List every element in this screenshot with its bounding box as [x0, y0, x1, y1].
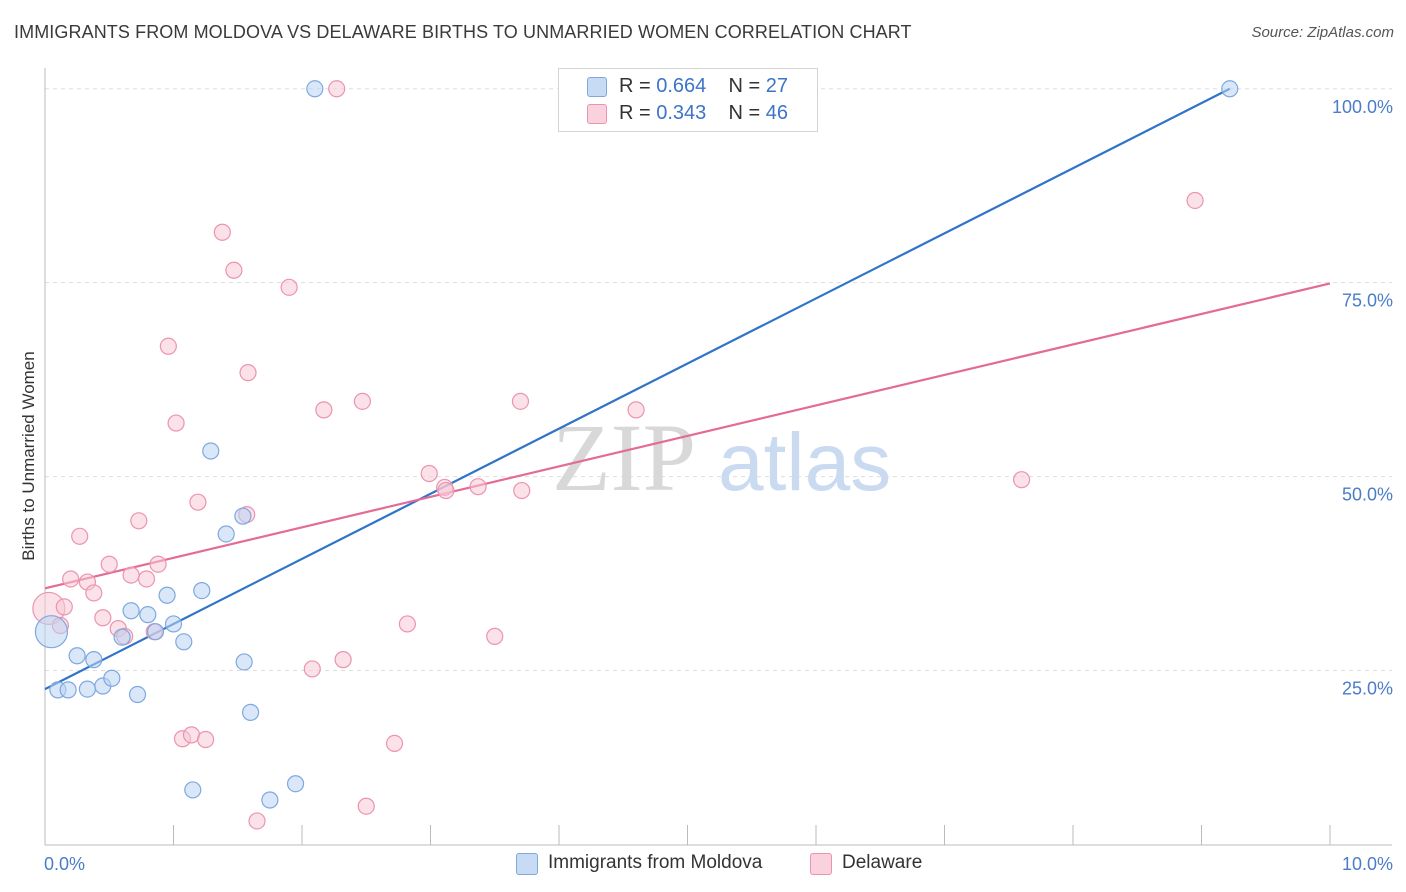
legend-swatch-pink	[587, 104, 607, 124]
delaware-point	[398, 615, 416, 633]
moldova-point	[78, 680, 97, 698]
moldova-point	[175, 633, 193, 651]
delaware-point	[627, 401, 645, 419]
moldova-point	[34, 615, 69, 649]
bottom-legend-swatch-pink	[810, 853, 832, 875]
moldova-point	[217, 525, 235, 543]
watermark-zip: ZIP	[552, 404, 696, 511]
delaware-point	[159, 337, 177, 355]
data-points	[32, 80, 1239, 830]
delaware-point	[130, 512, 148, 530]
delaware-point	[167, 414, 185, 432]
y-tick-label: 50.0%	[1342, 485, 1393, 505]
moldova-point	[235, 653, 253, 671]
delaware-point	[353, 392, 371, 410]
legend-n-label: N =	[728, 102, 761, 124]
y-axis-label: Births to Unmarried Women	[19, 351, 38, 560]
legend-r-label: R =	[619, 75, 651, 97]
moldova-point	[286, 775, 305, 793]
moldova-point	[103, 669, 121, 687]
delaware-point	[303, 660, 321, 678]
moldova-point	[242, 703, 260, 721]
moldova-point	[158, 586, 176, 604]
moldova-point	[122, 602, 140, 620]
delaware-point	[280, 278, 298, 296]
delaware-point	[149, 555, 167, 573]
delaware-point	[1186, 191, 1204, 210]
moldova-point	[128, 685, 147, 704]
moldova-point	[202, 442, 220, 460]
legend-swatch-blue	[587, 77, 607, 97]
legend-n-value: 27	[765, 75, 789, 97]
delaware-point	[71, 527, 89, 545]
delaware-point	[315, 401, 333, 419]
x-tick-label: 10.0%	[1342, 854, 1393, 874]
grid-lines	[45, 88, 1392, 671]
delaware-point	[85, 584, 103, 602]
bottom-legend-swatch-blue	[516, 853, 538, 875]
delaware-point	[420, 464, 438, 483]
delaware-point	[239, 364, 257, 382]
y-tick-label: 25.0%	[1342, 678, 1393, 698]
moldova-point	[193, 581, 211, 600]
legend-r-label: R =	[619, 102, 651, 124]
moldova-trend-line	[44, 87, 1231, 691]
delaware-point	[213, 223, 231, 241]
axes: 25.0% 50.0% 75.0% 100.0% 0.0% 10.0%	[44, 68, 1393, 874]
delaware-point	[55, 598, 73, 616]
moldova-point	[85, 651, 103, 669]
chart-title: IMMIGRANTS FROM MOLDOVA VS DELAWARE BIRT…	[14, 22, 912, 42]
delaware-point	[100, 555, 118, 573]
delaware-point	[122, 566, 140, 584]
bottom-legend-label: Delaware	[842, 852, 923, 873]
moldova-point	[59, 681, 77, 699]
moldova-point	[1221, 80, 1239, 98]
bottom-legend-label: Immigrants from Moldova	[548, 852, 763, 873]
watermark: ZIP atlas	[552, 404, 891, 511]
delaware-point	[357, 797, 375, 815]
moldova-point	[164, 615, 183, 633]
moldova-point	[113, 628, 131, 646]
source-label: Source: ZipAtlas.com	[1251, 24, 1394, 41]
delaware-point	[334, 651, 352, 669]
moldova-point	[68, 647, 86, 665]
delaware-point	[513, 481, 531, 500]
legend-r-value: 0.343	[656, 102, 707, 124]
moldova-point	[146, 623, 165, 641]
delaware-point	[62, 570, 80, 588]
delaware-point	[137, 570, 156, 588]
delaware-point	[437, 481, 455, 500]
legend-n-value: 46	[765, 102, 789, 124]
y-tick-label: 100.0%	[1332, 97, 1393, 117]
delaware-point	[486, 627, 504, 645]
delaware-point	[225, 261, 243, 279]
delaware-point	[469, 478, 487, 496]
delaware-trend-line	[44, 282, 1331, 590]
delaware-point	[511, 392, 530, 410]
moldova-point	[184, 781, 202, 799]
legend-n-label: N =	[728, 75, 761, 97]
delaware-point	[328, 80, 346, 98]
delaware-point	[94, 609, 112, 627]
legend-r-value: 0.664	[656, 75, 707, 97]
delaware-point	[197, 730, 215, 749]
watermark-atlas: atlas	[718, 417, 891, 508]
y-tick-label: 75.0%	[1342, 291, 1393, 311]
moldova-point	[261, 791, 279, 809]
trend-lines	[44, 87, 1331, 691]
moldova-point	[306, 80, 324, 98]
delaware-point	[1012, 471, 1031, 489]
delaware-point	[189, 493, 207, 511]
moldova-point	[234, 507, 252, 525]
delaware-point	[385, 734, 404, 752]
delaware-point	[248, 812, 266, 830]
correlation-legend: R = 0.664 N = 27 R = 0.343 N = 46	[558, 68, 818, 132]
moldova-point	[139, 606, 157, 624]
x-tick-label: 0.0%	[44, 854, 85, 874]
